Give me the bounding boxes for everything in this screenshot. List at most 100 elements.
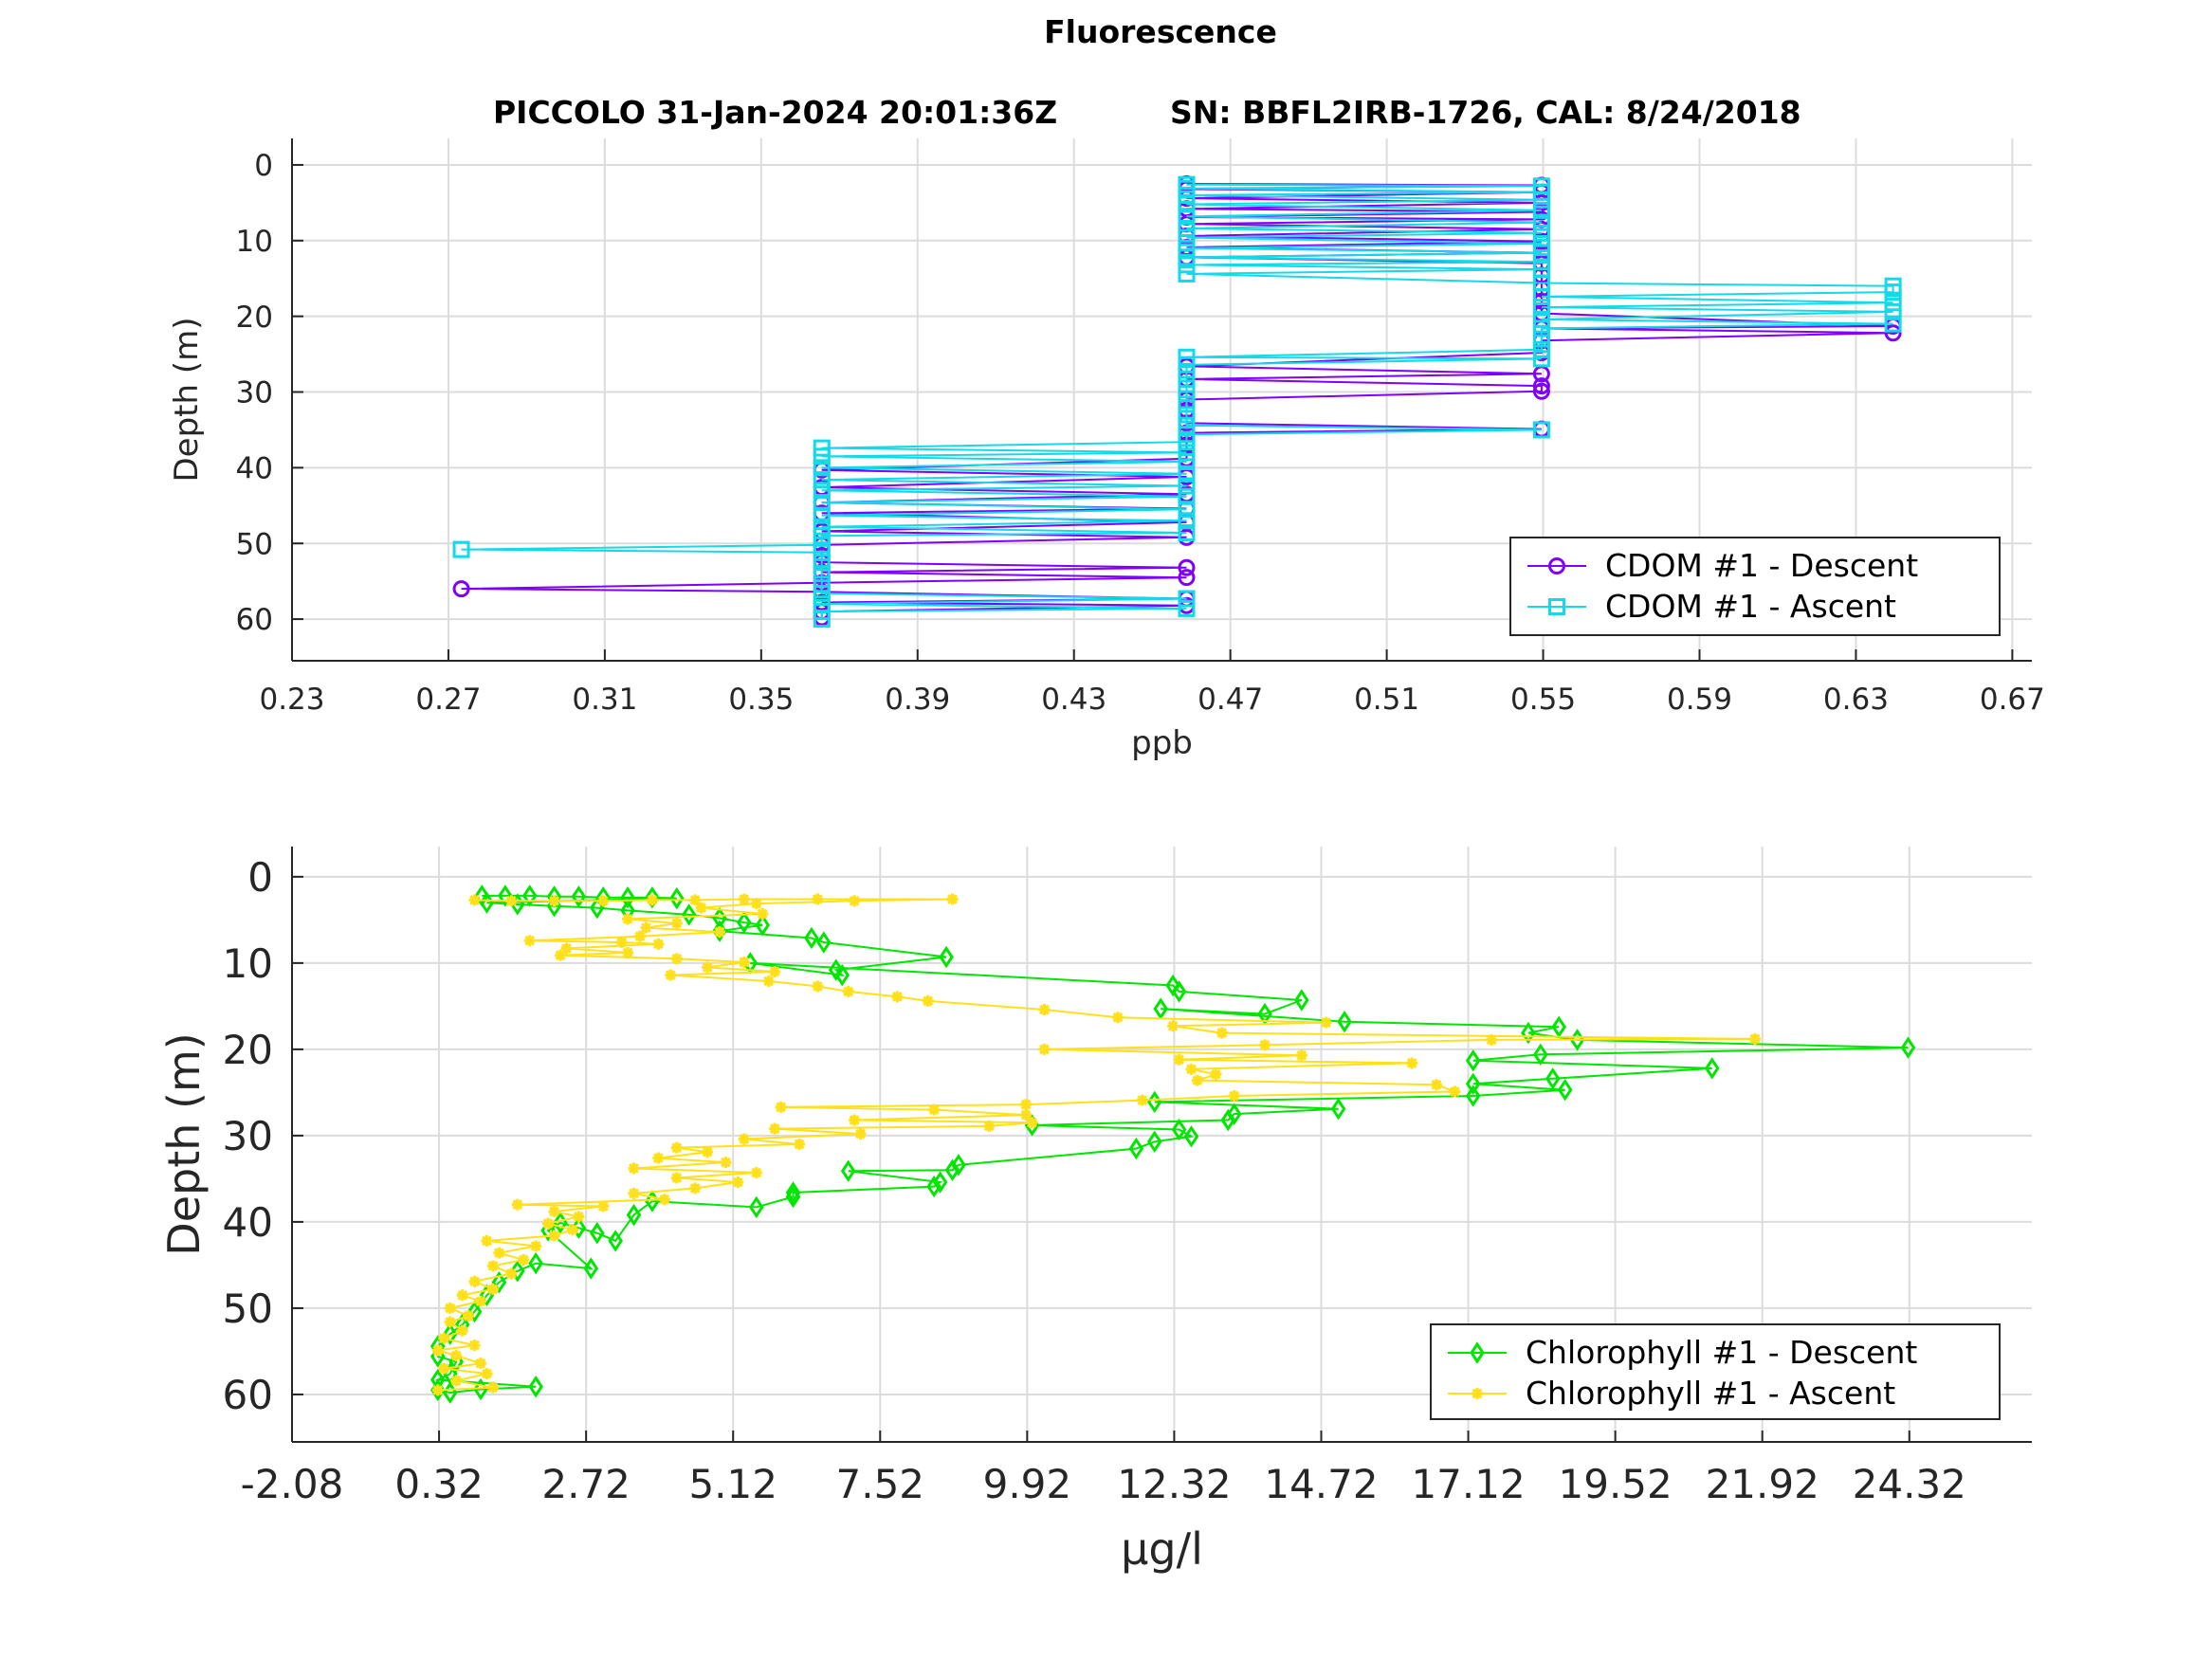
data-point — [1136, 1094, 1148, 1106]
data-point — [816, 931, 832, 954]
y-tick-label: 30 — [223, 1113, 273, 1159]
data-point — [1128, 1137, 1144, 1160]
data-point — [813, 439, 831, 457]
data-point — [926, 1175, 941, 1198]
figure-title: Fluorescence — [1044, 13, 1277, 50]
x-tick-label: 19.52 — [1559, 1461, 1673, 1507]
data-point — [1178, 208, 1196, 226]
x-tick-label: 0.31 — [572, 683, 637, 717]
data-point — [1146, 1130, 1162, 1153]
data-point — [748, 1195, 764, 1219]
data-point — [444, 1302, 456, 1314]
data-point — [1216, 1027, 1228, 1039]
data-point — [548, 1205, 560, 1217]
data-point — [1884, 294, 1902, 312]
data-point — [813, 459, 831, 477]
data-point — [1472, 1388, 1483, 1399]
data-point — [951, 1154, 966, 1176]
data-point — [813, 584, 831, 602]
data-point — [1038, 1043, 1051, 1055]
data-point — [854, 1128, 867, 1140]
data-point — [521, 884, 538, 907]
data-point — [528, 1251, 543, 1275]
data-point — [1178, 452, 1196, 470]
x-tick-label: 0.59 — [1667, 683, 1732, 717]
data-point — [442, 1322, 458, 1345]
data-point — [1532, 310, 1550, 328]
data-point — [695, 902, 707, 914]
data-point — [1178, 465, 1196, 483]
data-point — [456, 1324, 468, 1337]
chlorophyll-plot: -2.08 0.32 2.72 5.12 7.52 9.92 12.32 14.72 17.12… — [158, 847, 2032, 1575]
data-point — [813, 554, 831, 572]
y-tick-label: 40 — [223, 1199, 273, 1246]
data-point — [468, 894, 481, 906]
data-point — [755, 914, 771, 937]
data-point — [583, 1257, 599, 1280]
data-point — [646, 894, 658, 906]
data-point — [1178, 248, 1196, 266]
data-point — [548, 895, 560, 907]
data-point — [640, 921, 652, 934]
y-tick-label: 60 — [223, 1372, 273, 1418]
data-point — [944, 1158, 960, 1182]
data-point — [452, 540, 470, 558]
data-point — [732, 1176, 744, 1189]
x-tick-label: 0.32 — [394, 1461, 484, 1507]
data-point — [634, 930, 646, 942]
data-point — [1532, 213, 1550, 231]
x-tick-label: 24.32 — [1853, 1461, 1966, 1507]
data-point — [1178, 220, 1196, 238]
data-point — [813, 471, 831, 489]
data-point — [738, 956, 750, 968]
data-point — [1038, 1004, 1051, 1016]
data-point — [505, 1267, 518, 1280]
y-axis-label: Depth (m) — [158, 1032, 210, 1255]
data-point — [1220, 1108, 1236, 1132]
data-point — [665, 969, 677, 981]
data-point — [491, 1270, 507, 1294]
data-point — [1178, 569, 1196, 587]
data-point — [1532, 319, 1550, 337]
data-point — [762, 975, 775, 987]
chart-subtitle-right: SN: BBFL2IRB-1726, CAL: 8/24/2018 — [1170, 94, 1801, 131]
data-point — [922, 994, 934, 1007]
data-point — [828, 958, 844, 981]
data-point — [1178, 175, 1196, 193]
data-point — [813, 518, 831, 536]
data-point — [813, 536, 831, 554]
data-point — [1295, 1049, 1307, 1062]
data-point — [1173, 1053, 1185, 1066]
data-point — [928, 1103, 941, 1116]
data-point — [813, 494, 831, 512]
data-point — [1532, 177, 1550, 195]
data-point — [620, 885, 635, 909]
data-point — [481, 1368, 493, 1380]
data-point — [1020, 1099, 1033, 1111]
data-point — [813, 565, 831, 583]
data-point — [842, 985, 854, 997]
data-point — [946, 893, 959, 905]
data-point — [1178, 195, 1196, 213]
data-point — [628, 1187, 640, 1199]
data-point — [1178, 348, 1196, 366]
data-point — [1026, 1117, 1038, 1129]
data-point — [1884, 315, 1902, 333]
data-point — [1178, 375, 1196, 393]
x-tick-label: 0.43 — [1041, 683, 1106, 717]
data-point — [555, 949, 567, 961]
data-point — [498, 884, 513, 907]
data-point — [1532, 421, 1550, 439]
data-point — [757, 907, 769, 920]
data-point — [571, 1216, 587, 1239]
data-point — [813, 527, 831, 545]
data-point — [720, 1157, 732, 1169]
data-point — [475, 1295, 487, 1307]
data-point — [769, 1122, 781, 1135]
data-point — [1228, 1090, 1240, 1103]
data-point — [1532, 350, 1550, 368]
data-point — [891, 991, 904, 1003]
data-point — [1178, 444, 1196, 462]
data-point — [737, 911, 752, 934]
x-tick-label: 0.23 — [259, 683, 324, 717]
